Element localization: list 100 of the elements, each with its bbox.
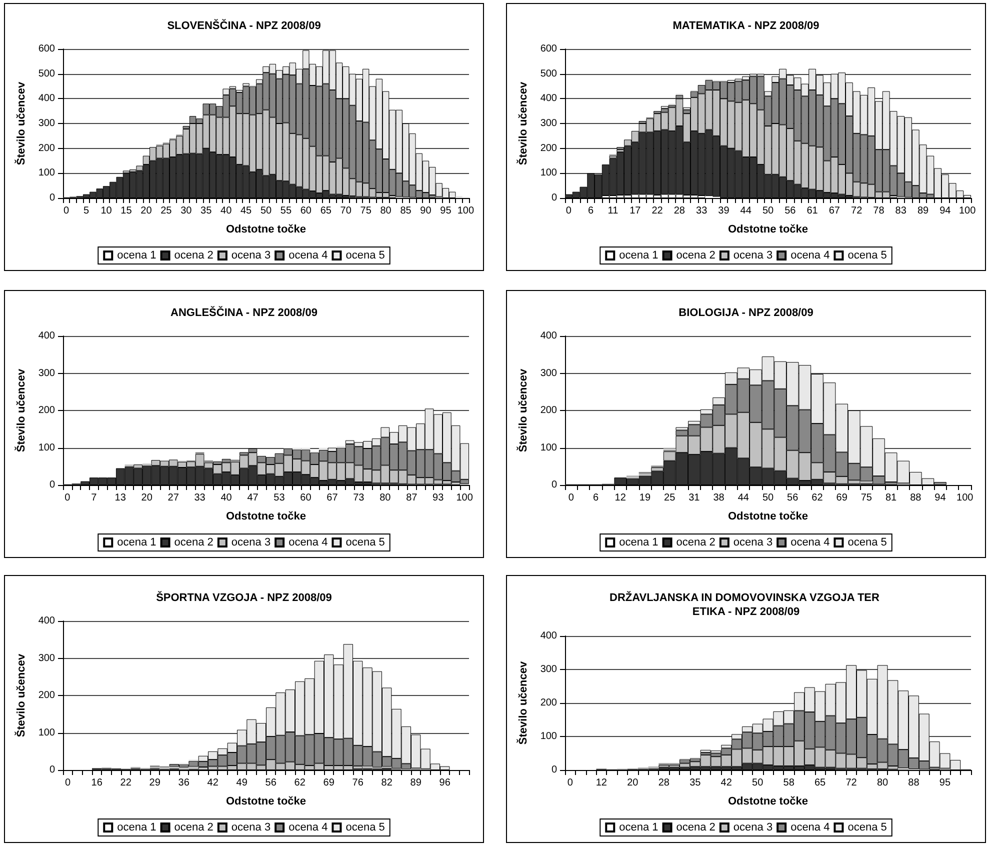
x-tick-label: 83 <box>895 206 907 216</box>
x-tick-label: 35 <box>690 778 702 788</box>
y-tick-label: 0 <box>49 764 56 776</box>
x-tick-label: 56 <box>784 206 796 216</box>
legend-label: ocena 5 <box>848 822 887 834</box>
legend-label: ocena 1 <box>117 250 156 262</box>
chart-title: ANGLEŠČINA - NPZ 2008/09 <box>170 306 318 319</box>
x-tick-label: 78 <box>873 206 885 216</box>
legend-label: ocena 2 <box>174 536 214 548</box>
legend-label: ocena 2 <box>676 250 716 262</box>
x-tick-label: 6 <box>588 206 594 216</box>
legend-label: ocena 3 <box>733 250 773 262</box>
y-tick-label: 100 <box>540 731 558 742</box>
x-tick-label: 76 <box>352 778 364 788</box>
x-tick-label: 0 <box>65 778 72 788</box>
x-tick-label: 45 <box>240 206 252 216</box>
x-tick-label: 7 <box>91 492 98 504</box>
x-tick-label: 30 <box>180 206 192 216</box>
x-tick-label: 72 <box>846 778 858 788</box>
x-tick-label: 0 <box>64 206 70 216</box>
legend-label: ocena 4 <box>790 536 830 548</box>
y-tick-label: 200 <box>38 405 56 416</box>
y-tick-label: 400 <box>540 630 558 642</box>
y-axis-title: Število učencev <box>14 81 28 166</box>
x-tick-label: 62 <box>812 492 824 504</box>
y-tick-label: 400 <box>540 93 558 104</box>
x-tick-label: 96 <box>439 778 451 788</box>
x-tick-label: 80 <box>876 778 889 788</box>
x-tick-label: 20 <box>140 206 152 216</box>
y-tick-label: 400 <box>38 616 56 626</box>
x-tick-label: 94 <box>940 206 952 216</box>
x-tick-label: 67 <box>828 206 840 216</box>
x-tick-label: 53 <box>274 492 286 504</box>
x-tick-label: 25 <box>664 492 676 504</box>
x-tick-label: 10 <box>100 206 112 216</box>
y-tick-label: 400 <box>38 93 56 104</box>
x-axis-title: Odstotne točke <box>226 796 306 808</box>
legend-label: ocena 4 <box>288 536 328 548</box>
x-tick-label: 33 <box>696 206 708 216</box>
x-axis-title: Odstotne točke <box>226 510 306 522</box>
y-tick-label: 300 <box>38 118 56 129</box>
x-tick-label: 100 <box>956 492 974 504</box>
chart-title: SLOVENŠČINA - NPZ 2008/09 <box>167 19 321 32</box>
y-tick-label: 500 <box>540 68 558 80</box>
legend-label: ocena 2 <box>676 822 716 834</box>
x-tick-label: 13 <box>114 492 126 504</box>
x-tick-label: 6 <box>592 492 599 504</box>
y-tick-label: 0 <box>551 764 558 776</box>
legend-label: ocena 2 <box>174 822 214 834</box>
x-tick-label: 69 <box>836 492 848 504</box>
x-tick-label: 27 <box>168 492 180 504</box>
x-tick-label: 19 <box>639 492 651 504</box>
y-tick-label: 300 <box>38 652 56 664</box>
x-tick-label: 31 <box>688 492 700 504</box>
y-tick-label: 200 <box>38 690 56 701</box>
x-tick-label: 88 <box>910 492 922 504</box>
legend-label: ocena 1 <box>619 536 658 548</box>
x-tick-label: 50 <box>762 206 774 216</box>
x-axis-title: Odstotne točke <box>728 224 808 236</box>
y-tick-label: 400 <box>540 330 558 342</box>
x-tick-label: 70 <box>340 206 352 216</box>
y-tick-label: 100 <box>38 442 56 454</box>
x-tick-label: 73 <box>353 492 365 504</box>
chart-title: DRŽAVLJANSKA IN DOMOVOVINSKA VZGOJA TER ETIKA - NPZ 2008/09 <box>610 591 882 618</box>
x-axis-title: Odstotne točke <box>226 224 306 236</box>
legend-label: ocena 5 <box>848 536 887 548</box>
legend-label: ocena 4 <box>288 822 328 834</box>
x-tick-label: 5 <box>84 206 90 216</box>
x-tick-label: 90 <box>420 206 432 216</box>
x-tick-label: 62 <box>294 778 306 788</box>
legend-label: ocena 3 <box>733 536 773 548</box>
x-tick-label: 22 <box>652 206 664 216</box>
legend-label: ocena 1 <box>619 822 658 834</box>
y-tick-label: 500 <box>38 68 56 80</box>
x-tick-label: 35 <box>200 206 212 216</box>
legend-label: ocena 5 <box>346 536 385 548</box>
y-axis-title: Število učencev <box>516 81 530 166</box>
x-tick-label: 0 <box>64 492 71 504</box>
legend-label: ocena 4 <box>790 250 830 262</box>
x-tick-label: 25 <box>160 206 172 216</box>
x-axis-title: Odstotne točke <box>728 796 808 808</box>
y-tick-label: 200 <box>540 698 558 708</box>
legend-label: ocena 1 <box>117 536 156 548</box>
x-tick-label: 89 <box>410 778 422 788</box>
y-tick-label: 100 <box>38 168 56 179</box>
chart-title: MATEMATIKA - NPZ 2008/09 <box>672 20 820 32</box>
y-tick-label: 0 <box>551 192 558 204</box>
x-tick-label: 42 <box>720 778 732 788</box>
x-tick-label: 16 <box>91 778 103 788</box>
x-tick-label: 12 <box>596 778 608 788</box>
y-axis-title: Število učencev <box>516 368 530 452</box>
x-tick-label: 44 <box>738 492 750 504</box>
x-tick-label: 28 <box>658 778 670 788</box>
x-tick-label: 29 <box>149 778 161 788</box>
x-tick-label: 15 <box>120 206 132 216</box>
x-tick-label: 56 <box>265 778 277 788</box>
x-tick-label: 0 <box>568 492 574 504</box>
legend-label: ocena 2 <box>174 250 214 262</box>
legend-label: ocena 3 <box>231 822 271 834</box>
x-tick-label: 100 <box>958 206 976 216</box>
